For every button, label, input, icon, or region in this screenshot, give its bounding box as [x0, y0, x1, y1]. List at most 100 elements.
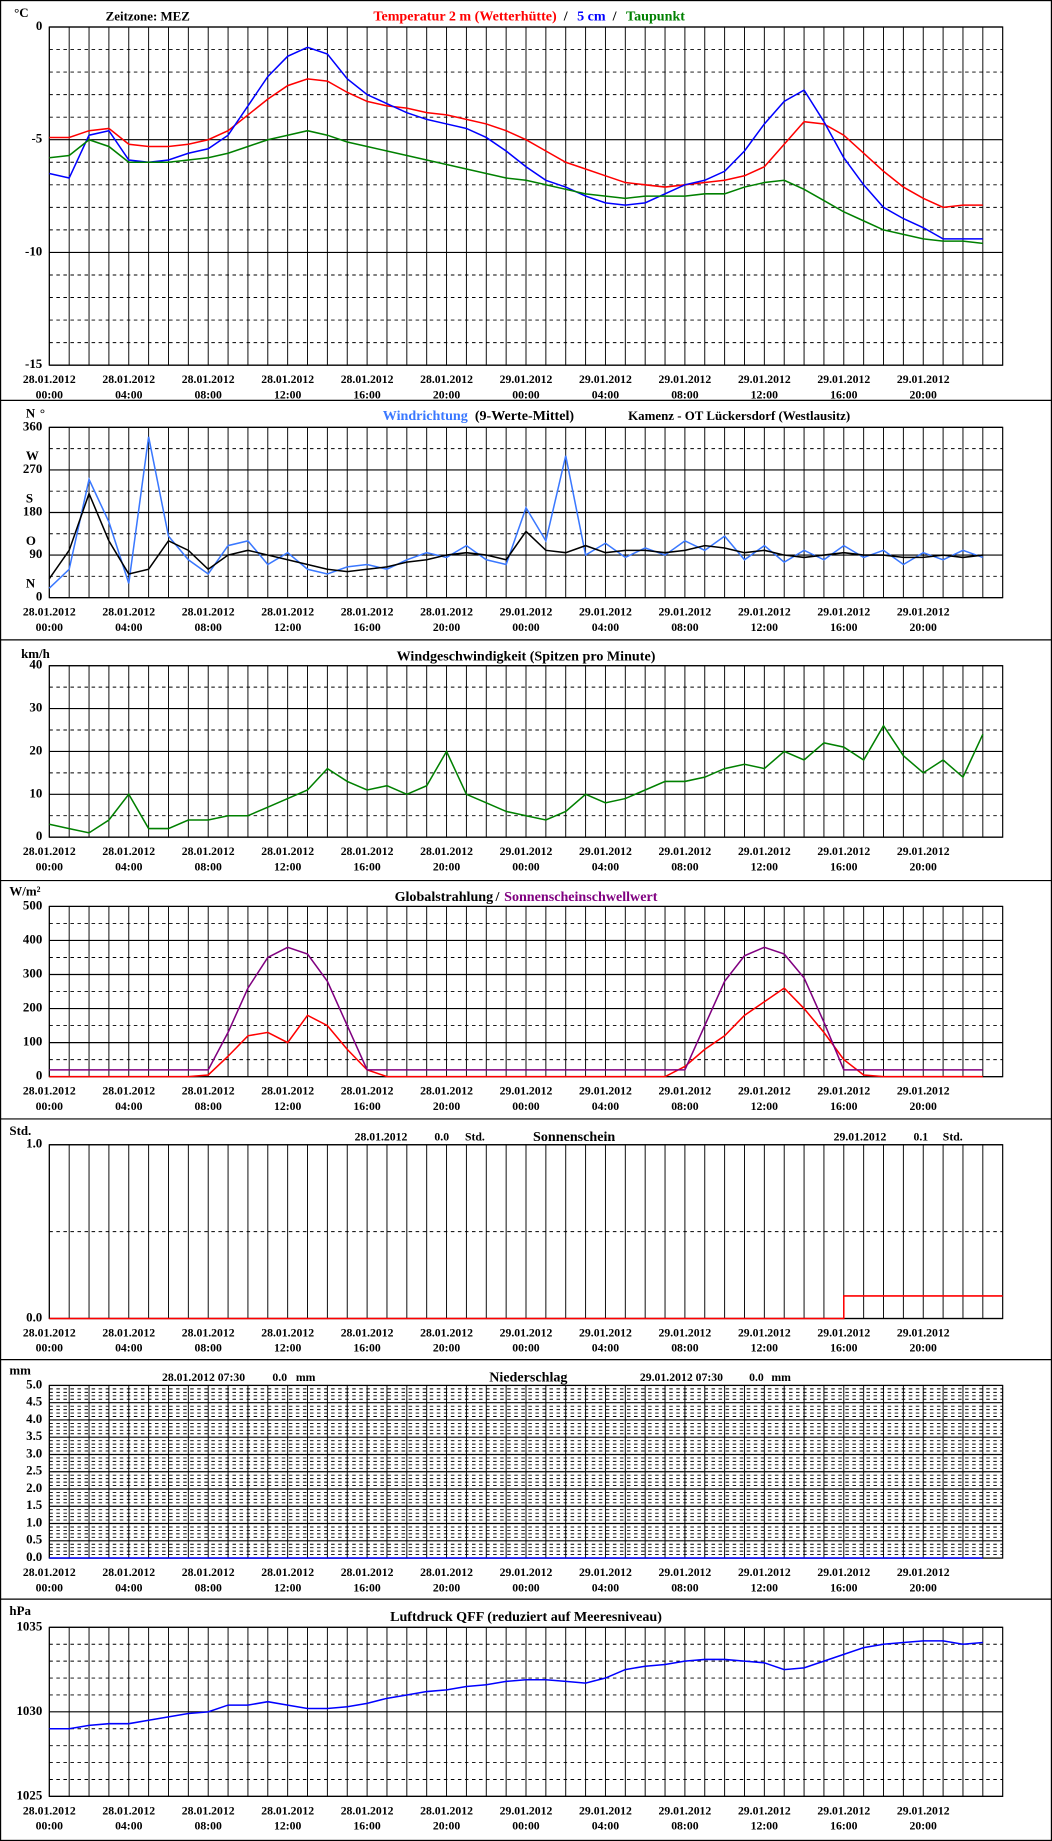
annotation-date: 28.01.2012	[355, 1130, 408, 1143]
x-tick-date: 28.01.2012	[23, 1326, 76, 1339]
x-tick-date: 29.01.2012	[897, 1804, 950, 1817]
plot-border	[48, 1626, 1004, 1797]
x-tick-time: 12:00	[751, 1100, 779, 1113]
x-tick-date: 28.01.2012	[420, 1566, 473, 1579]
x-tick-time: 04:00	[592, 1100, 620, 1113]
y-tick-label: 3.0	[26, 1445, 42, 1460]
x-tick-date: 28.01.2012	[341, 1085, 394, 1098]
x-tick-time: 20:00	[433, 621, 461, 634]
x-tick-date: 29.01.2012	[500, 1566, 553, 1579]
x-tick-date: 28.01.2012	[341, 1326, 394, 1339]
x-tick-time: 08:00	[671, 1820, 699, 1833]
x-tick-time: 08:00	[671, 860, 699, 873]
x-tick-time: 16:00	[830, 388, 858, 401]
x-tick-time: 12:00	[274, 1581, 302, 1594]
x-tick-date: 29.01.2012	[579, 845, 632, 858]
station: Kamenz - OT Lückersdorf (Westlausitz)	[628, 408, 850, 423]
legend-separator: /	[563, 9, 569, 25]
unit-label: Std.	[9, 1123, 31, 1138]
x-tick-date: 28.01.2012	[102, 606, 155, 619]
legend: Globalstrahlung / Sonnenscheinschwellwert	[395, 889, 658, 905]
x-tick-date: 28.01.2012	[23, 606, 76, 619]
x-tick-time: 20:00	[910, 621, 938, 634]
x-tick-date: 28.01.2012	[420, 1085, 473, 1098]
x-tick-time: 08:00	[195, 1581, 223, 1594]
x-tick-date: 29.01.2012	[500, 1085, 553, 1098]
legend-entry: Globalstrahlung	[395, 889, 494, 905]
x-tick-time: 16:00	[353, 621, 381, 634]
legend-entry: Sonnenscheinschwellwert	[504, 889, 658, 905]
y-tick-label: 2.5	[26, 1463, 42, 1478]
x-tick-date: 28.01.2012	[420, 373, 473, 386]
x-tick-time: 08:00	[671, 1581, 699, 1594]
x-tick-time: 12:00	[751, 1342, 779, 1355]
x-tick-date: 28.01.2012	[182, 1326, 235, 1339]
x-tick-time: 20:00	[433, 1581, 461, 1594]
x-tick-time: 00:00	[512, 1342, 540, 1355]
y-tick-label: 1.0	[26, 1136, 42, 1151]
x-tick-date: 28.01.2012	[420, 606, 473, 619]
y-tick-label: 100	[23, 1034, 42, 1049]
x-tick-time: 08:00	[195, 1100, 223, 1113]
x-tick-date: 29.01.2012	[658, 1326, 711, 1339]
unit-label: °C	[14, 5, 28, 20]
x-tick-time: 20:00	[910, 388, 938, 401]
y-tick-label: 300	[23, 965, 42, 980]
x-tick-date: 29.01.2012	[658, 845, 711, 858]
annotation-date: 29.01.2012	[834, 1130, 887, 1143]
y-tick-label: 4.5	[26, 1394, 42, 1409]
x-tick-date: 28.01.2012	[261, 1085, 314, 1098]
unit-label: mm	[9, 1362, 31, 1377]
x-tick-time: 00:00	[36, 1581, 64, 1594]
x-tick-time: 12:00	[274, 388, 302, 401]
y-tick-label: 0.5	[26, 1532, 42, 1547]
annotation-total: 0.0	[434, 1130, 449, 1143]
x-tick-date: 28.01.2012	[23, 1804, 76, 1817]
x-tick-date: 28.01.2012	[261, 845, 314, 858]
x-tick-time: 08:00	[195, 621, 223, 634]
series-line	[49, 46, 983, 240]
x-tick-time: 00:00	[512, 860, 540, 873]
chart-title: Niederschlag	[489, 1370, 567, 1386]
x-tick-time: 08:00	[671, 388, 699, 401]
x-tick-time: 20:00	[433, 1100, 461, 1113]
x-tick-time: 16:00	[830, 1100, 858, 1113]
x-tick-time: 04:00	[115, 860, 143, 873]
y-tick-label: 4.0	[26, 1411, 42, 1426]
y-tick-label: 0	[36, 589, 42, 604]
x-tick-time: 12:00	[751, 388, 779, 401]
legend: Temperatur 2 m (Wetterhütte) / 5 cm / Taupun…	[373, 9, 685, 25]
series-line	[49, 987, 983, 1078]
plot-border	[48, 665, 1004, 838]
x-tick-date: 29.01.2012	[817, 606, 870, 619]
x-tick-date: 29.01.2012	[579, 1085, 632, 1098]
x-tick-time: 04:00	[115, 1100, 143, 1113]
y-tick-label: 180	[23, 503, 42, 518]
x-tick-time: 04:00	[115, 388, 143, 401]
annotation-unit: Std.	[465, 1130, 485, 1143]
x-tick-date: 29.01.2012	[817, 1326, 870, 1339]
x-tick-time: 00:00	[36, 388, 64, 401]
x-tick-time: 20:00	[433, 1820, 461, 1833]
x-tick-date: 29.01.2012	[897, 1566, 950, 1579]
x-tick-time: 20:00	[433, 1342, 461, 1355]
x-tick-time: 12:00	[274, 1342, 302, 1355]
x-tick-time: 12:00	[274, 621, 302, 634]
annotation-unit: mm	[296, 1371, 316, 1384]
compass-label: W	[26, 448, 39, 463]
x-tick-time: 12:00	[751, 1820, 779, 1833]
x-tick-time: 00:00	[512, 1820, 540, 1833]
x-tick-date: 29.01.2012	[897, 1326, 950, 1339]
x-tick-date: 29.01.2012	[817, 845, 870, 858]
x-tick-time: 20:00	[910, 1342, 938, 1355]
compass-label: S	[26, 491, 33, 506]
x-tick-date: 28.01.2012	[420, 845, 473, 858]
x-tick-date: 28.01.2012	[182, 1804, 235, 1817]
x-tick-time: 00:00	[36, 1820, 64, 1833]
unit-label: °	[40, 405, 45, 420]
x-tick-date: 28.01.2012	[341, 1804, 394, 1817]
x-tick-time: 20:00	[910, 1100, 938, 1113]
x-tick-time: 00:00	[512, 388, 540, 401]
y-tick-label: -10	[25, 243, 42, 258]
